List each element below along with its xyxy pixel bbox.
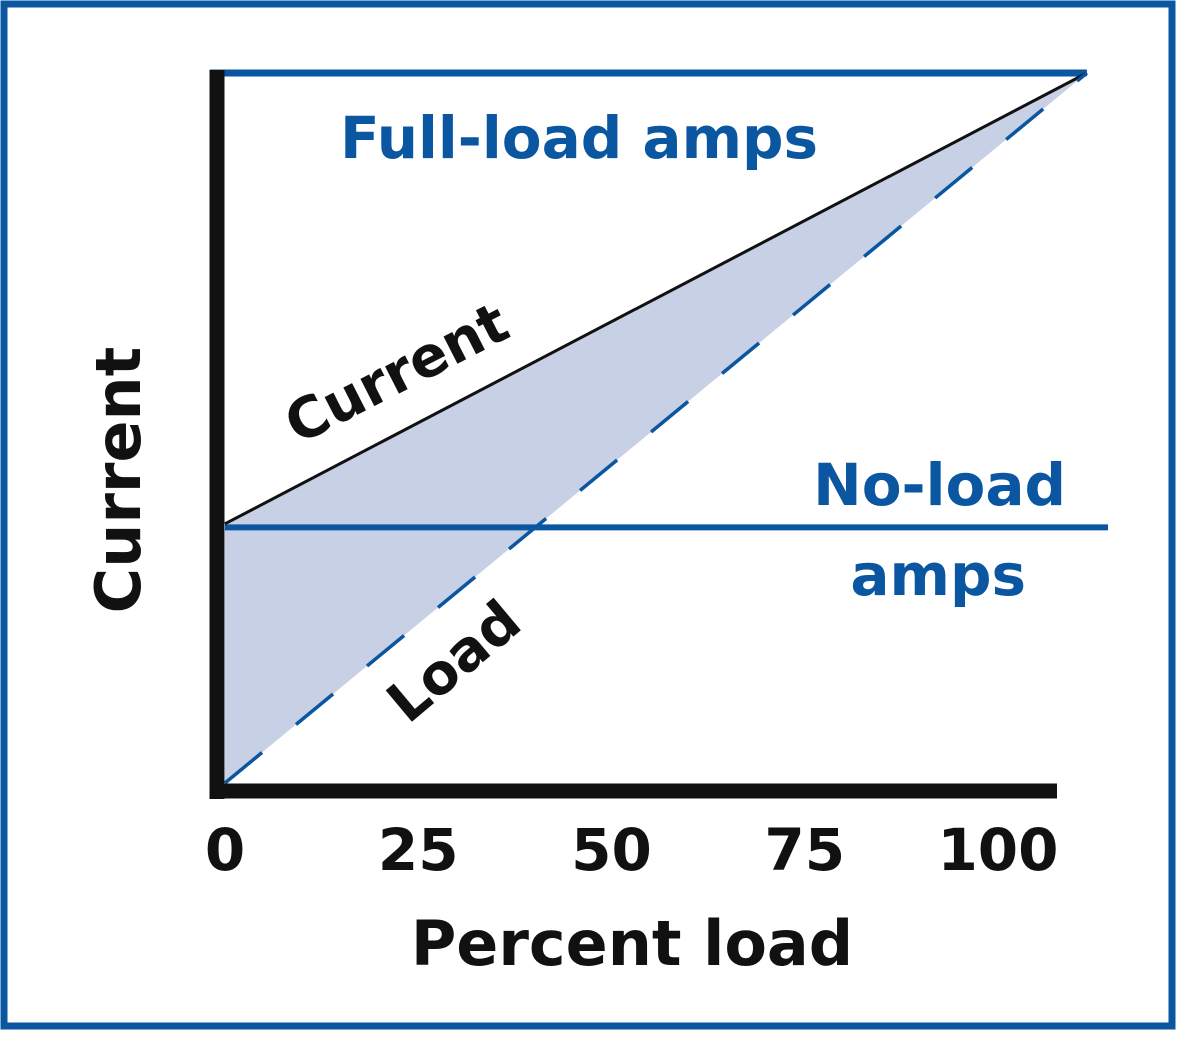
load-series-line xyxy=(223,71,1089,785)
x-tick-label: 50 xyxy=(571,816,652,884)
full-load-label: Full-load amps xyxy=(340,104,818,172)
x-tick-label: 25 xyxy=(378,816,459,884)
current-series-line xyxy=(224,71,1088,526)
no-load-label-line2: amps xyxy=(850,541,1026,609)
x-tick-label: 75 xyxy=(764,816,845,884)
x-axis-label: Percent load xyxy=(411,907,853,980)
x-tick-label: 100 xyxy=(937,816,1058,884)
no-load-label-line1: No-load xyxy=(813,451,1066,519)
x-tick-label: 0 xyxy=(205,816,245,884)
y-axis-label: Current xyxy=(82,347,155,614)
frame-border xyxy=(0,0,1176,1030)
